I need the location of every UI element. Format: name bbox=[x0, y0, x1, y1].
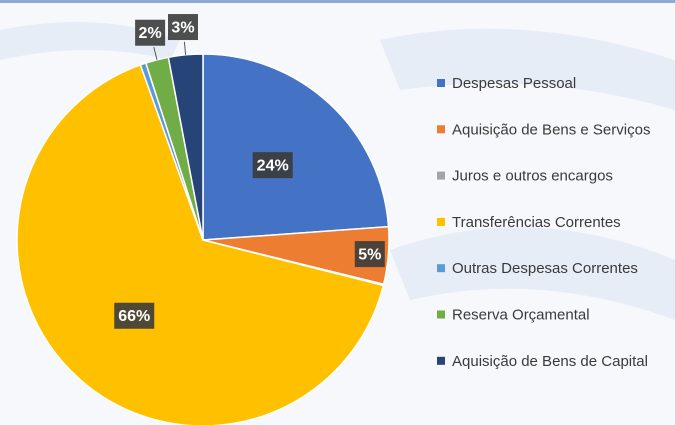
background-shape bbox=[0, 22, 180, 60]
legend: Despesas Pessoal Aquisição de Bens e Serv… bbox=[437, 75, 650, 370]
data-label-box bbox=[354, 241, 385, 268]
pie-slice bbox=[202, 53, 390, 241]
legend-swatch bbox=[437, 217, 445, 226]
data-label: 66% bbox=[118, 308, 150, 325]
legend-label: Transferências Correntes bbox=[452, 214, 621, 231]
data-label: 2% bbox=[139, 25, 162, 42]
legend-swatch bbox=[437, 125, 445, 134]
legend-label: Reserva Orçamental bbox=[452, 306, 590, 323]
data-labels: 24% 5% 66% 2% 3% bbox=[114, 14, 385, 329]
data-label-box bbox=[114, 302, 155, 329]
legend-label: Aquisição de Bens de Capital bbox=[452, 353, 648, 370]
legend-label: Outras Despesas Correntes bbox=[452, 260, 638, 277]
data-label: 5% bbox=[358, 246, 381, 263]
pie-slice bbox=[16, 63, 385, 425]
data-label: 24% bbox=[257, 157, 289, 174]
leader-line bbox=[153, 47, 158, 60]
pie bbox=[16, 53, 390, 425]
legend-swatch bbox=[437, 356, 445, 365]
data-label: 3% bbox=[171, 19, 194, 36]
leader-line bbox=[183, 41, 187, 55]
data-label-box bbox=[252, 152, 293, 179]
background-shape bbox=[380, 28, 675, 110]
legend-label: Despesas Pessoal bbox=[452, 75, 576, 92]
background-shape bbox=[390, 227, 675, 320]
legend-swatch bbox=[437, 264, 445, 273]
legend-swatch bbox=[437, 79, 445, 87]
legend-label: Juros e outros encargos bbox=[452, 168, 613, 185]
data-label-box bbox=[167, 14, 198, 41]
data-label-box bbox=[135, 19, 166, 46]
legend-label: Aquisição de Bens e Serviços bbox=[452, 121, 650, 138]
legend-swatch bbox=[437, 310, 445, 319]
top-border bbox=[0, 0, 675, 3]
legend-swatch bbox=[437, 171, 445, 180]
